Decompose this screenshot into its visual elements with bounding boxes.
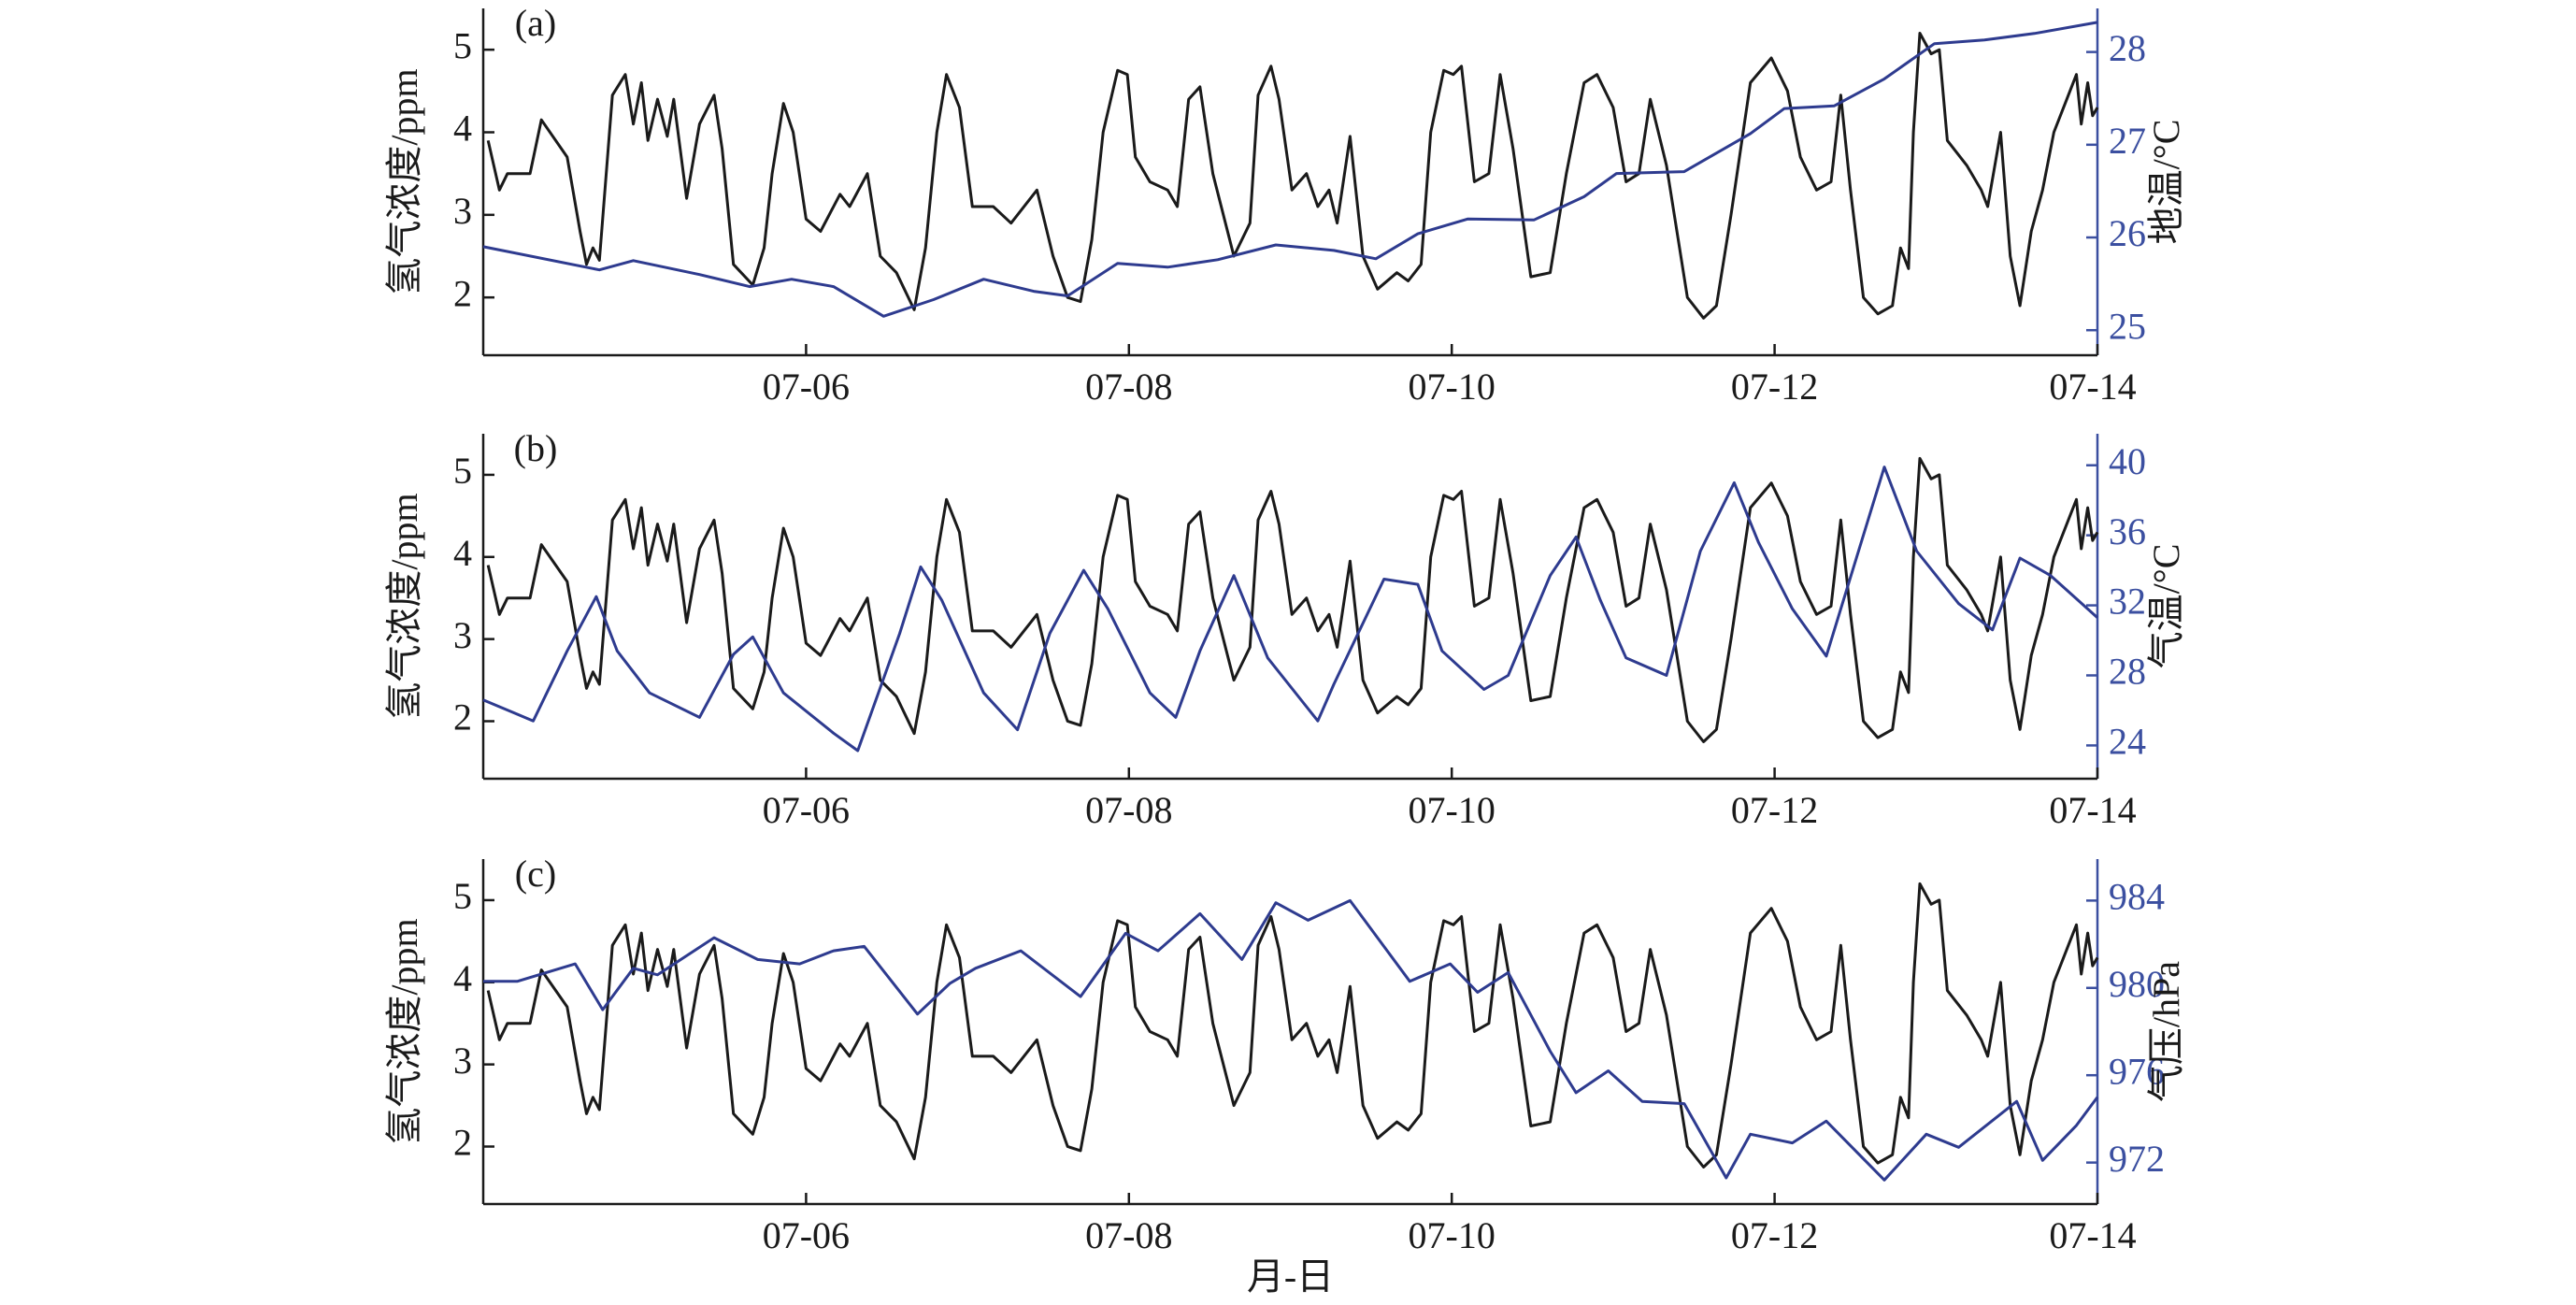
series-line	[482, 21, 2098, 318]
x-tick-label: 07-14	[2049, 366, 2136, 408]
x-tick-label: 07-10	[1409, 366, 1496, 408]
y-tick-label: 3	[453, 190, 472, 232]
x-axis-label: 月-日	[1247, 1255, 1334, 1298]
x-tick-label: 07-06	[763, 1214, 850, 1256]
y-tick-label: 5	[453, 875, 472, 917]
y-tick-label: 5	[453, 450, 472, 492]
y-tick-label: 2	[453, 272, 472, 314]
x-tick-label: 07-12	[1731, 366, 1818, 408]
series-line	[482, 466, 2099, 753]
y-tick-label: 4	[453, 108, 472, 150]
y2-tick-label: 27	[2109, 120, 2146, 162]
x-tick-label: 07-08	[1085, 366, 1172, 408]
x-tick-label: 07-12	[1731, 789, 1818, 831]
panel-label: (a)	[515, 2, 556, 44]
y2-tick-label: 28	[2109, 651, 2146, 693]
x-tick-label: 07-10	[1409, 789, 1496, 831]
y2-tick-label: 26	[2109, 212, 2146, 254]
series-line	[486, 456, 2099, 743]
y2-axis-label: 地温/°C	[2145, 120, 2187, 245]
y2-tick-label: 24	[2109, 721, 2146, 763]
x-tick-label: 07-06	[763, 366, 850, 408]
y2-axis-label: 气温/°C	[2145, 544, 2187, 669]
x-tick-label: 07-14	[2049, 789, 2136, 831]
y-axis-label: 氢气浓度/ppm	[383, 918, 425, 1144]
y2-tick-label: 32	[2109, 581, 2146, 623]
y-tick-label: 4	[453, 532, 472, 574]
y2-tick-label: 25	[2109, 305, 2146, 347]
y-tick-label: 3	[453, 614, 472, 656]
y2-tick-label: 984	[2109, 876, 2165, 918]
y2-tick-label: 980	[2109, 963, 2165, 1005]
y-axis-label: 氢气浓度/ppm	[383, 68, 425, 294]
panel-label: (b)	[514, 427, 558, 469]
x-tick-label: 07-08	[1085, 1214, 1172, 1256]
y2-tick-label: 972	[2109, 1138, 2165, 1180]
y2-tick-label: 28	[2109, 27, 2146, 69]
y2-tick-label: 976	[2109, 1050, 2165, 1092]
y-tick-label: 2	[453, 696, 472, 739]
x-tick-label: 07-08	[1085, 789, 1172, 831]
x-tick-label: 07-06	[763, 789, 850, 831]
x-tick-label: 07-12	[1731, 1214, 1818, 1256]
y-tick-label: 3	[453, 1040, 472, 1082]
series-line	[486, 882, 2099, 1169]
y2-tick-label: 36	[2109, 510, 2146, 552]
x-tick-label: 07-10	[1409, 1214, 1496, 1256]
series-line	[483, 898, 2099, 1182]
y-tick-label: 4	[453, 957, 472, 999]
y-tick-label: 2	[453, 1122, 472, 1164]
panel-label: (c)	[515, 853, 556, 895]
x-tick-label: 07-14	[2049, 1214, 2136, 1256]
y-tick-label: 5	[453, 24, 472, 66]
y2-tick-label: 40	[2109, 440, 2146, 482]
y2-axis-label: 气压/hPa	[2145, 961, 2187, 1102]
series-line	[486, 32, 2099, 320]
y-axis-label: 氢气浓度/ppm	[383, 493, 425, 719]
